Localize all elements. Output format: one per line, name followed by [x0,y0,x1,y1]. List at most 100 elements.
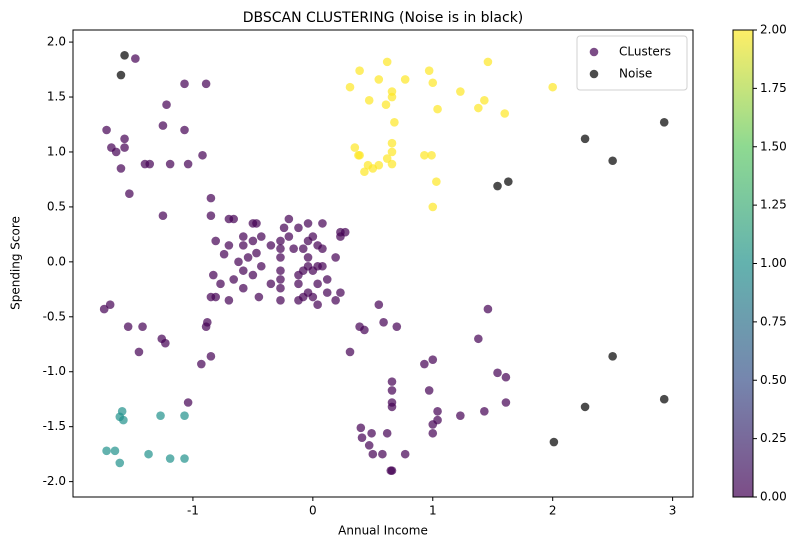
scatter-point [387,87,397,96]
scatter-point [387,402,397,412]
scatter-point [144,449,153,459]
scatter-point [400,75,410,84]
scatter-point [580,402,590,412]
scatter-point [165,454,175,463]
y-tick-label: 0.0 [47,254,66,268]
scatter-point [120,50,129,60]
scatter-point [608,352,617,361]
scatter-point [180,411,189,420]
scatter-point [162,100,171,110]
scatter-point [374,300,384,310]
chart-title: DBSCAN CLUSTERING (Noise is in black) [243,10,524,26]
scatter-point [276,236,285,246]
scatter-point [224,296,234,305]
scatter-point [350,143,360,152]
scatter-point [382,428,392,438]
scatter-point [456,87,465,96]
colorbar [732,29,754,498]
scatter-point [276,296,285,305]
scatter-point [355,66,364,75]
scatter-point [387,377,397,386]
scatter-point [238,232,248,241]
scatter-point [298,244,308,253]
scatter-point [229,214,238,224]
scatter-point [116,164,126,173]
x-axis-label: Annual Income [338,524,428,538]
scatter-point [276,253,285,262]
scatter-point [379,317,388,327]
scatter-point [313,279,322,289]
scatter-point [197,359,206,369]
colorbar-tick-label: 0.00 [760,490,787,504]
scatter-point [117,406,127,416]
scatter-point [156,411,165,420]
scatter-point [432,177,441,186]
scatter-point [284,214,294,224]
scatter-point [294,223,303,233]
plot-frame [72,29,694,498]
scatter-point [238,241,248,250]
scatter-point [125,189,134,199]
scatter-point [266,279,276,289]
scatter-point [318,244,327,253]
scatter-point [390,118,399,127]
scatter-point [203,317,212,327]
scatter-point [428,78,438,88]
x-tick-label: -1 [187,504,199,518]
scatter-point [428,202,438,212]
scatter-point [356,423,366,433]
y-tick-label: -0.5 [43,309,66,323]
scatter-point [229,275,238,284]
scatter-point [238,266,248,275]
scatter-point [364,96,374,105]
scatter-point [183,398,193,407]
scatter-point [608,156,617,166]
scatter-point [504,177,513,186]
scatter-point [331,296,340,305]
scatter-point [276,275,285,284]
scatter-point [420,150,429,160]
scatter-point [216,279,225,289]
x-tick-label: 0 [309,504,317,518]
scatter-point [119,415,128,425]
scatter-point [345,347,355,357]
scatter-point [364,441,374,450]
scatter-point [355,150,364,160]
scatter-point [318,219,327,228]
scatter-point [102,446,111,456]
scatter-point [224,241,234,250]
y-tick-label: 0.5 [47,199,66,213]
x-tick-label: 1 [429,504,437,518]
scatter-point [289,244,298,253]
scatter-point [145,159,155,169]
scatter-point [276,244,285,253]
colorbar-tick-label: 0.75 [760,314,787,328]
scatter-point [105,300,115,310]
x-tick-label: 2 [549,504,557,518]
scatter-point [206,352,216,361]
scatter-point [99,304,109,314]
scatter-point [138,322,147,331]
colorbar-tick-label: 0.25 [760,431,787,445]
scatter-point [387,138,397,148]
scatter-point [206,211,216,221]
y-tick-label: 1.5 [47,90,66,104]
scatter-point [501,398,511,407]
scatter-point [480,96,489,105]
scatter-point [256,232,266,241]
scatter-point [387,147,397,157]
scatter-point [284,232,294,241]
scatter-point [424,66,434,75]
scatter-point [276,266,285,275]
scatter-point [580,134,590,144]
legend-box [576,35,688,91]
scatter-point [357,433,367,442]
scatter-point [110,446,120,456]
scatter-point [387,159,397,169]
scatter-point [500,109,510,118]
scatter-point [322,288,332,297]
y-tick-label: -2.0 [43,474,66,488]
scatter-point [219,249,229,259]
scatter-point [102,125,111,135]
